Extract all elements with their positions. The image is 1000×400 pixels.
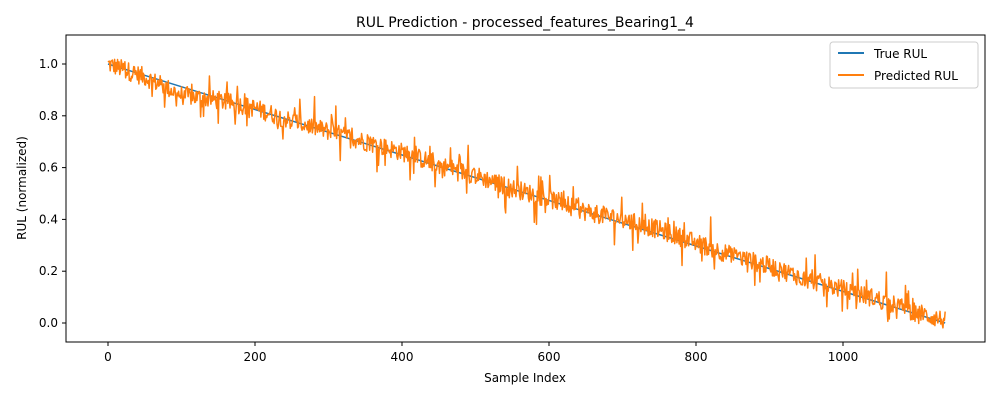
y-axis: 0.0 0.2 0.4 0.6 0.8 1.0: [39, 57, 66, 330]
x-axis: 0 200 400 600 800 1000: [104, 342, 858, 364]
x-tick-label: 0: [104, 350, 112, 364]
predicted-rul-line: [107, 58, 946, 329]
legend-predicted-rul-label: Predicted RUL: [874, 69, 958, 83]
y-tick-label: 0.8: [39, 109, 58, 123]
y-tick-label: 0.6: [39, 161, 58, 175]
legend-box: [829, 41, 979, 89]
x-tick-label: 800: [685, 350, 708, 364]
x-tick-label: 1000: [828, 350, 859, 364]
axes-frame: [65, 34, 986, 343]
chart-title: RUL Prediction - processed_features_Bear…: [356, 15, 694, 31]
legend-true-rul-label: True RUL: [873, 47, 927, 61]
x-tick-label: 400: [391, 350, 414, 364]
x-tick-label: 600: [538, 350, 561, 364]
y-tick-label: 0.0: [39, 316, 58, 330]
x-axis-label: Sample Index: [484, 371, 566, 385]
y-tick-label: 0.4: [39, 212, 58, 226]
x-tick-label: 200: [244, 350, 267, 364]
y-tick-label: 0.2: [39, 264, 58, 278]
y-tick-label: 1.0: [39, 57, 58, 71]
legend: True RUL Predicted RUL: [829, 41, 979, 89]
plot-area: [107, 58, 946, 329]
y-axis-label: RUL (normalized): [15, 136, 29, 240]
